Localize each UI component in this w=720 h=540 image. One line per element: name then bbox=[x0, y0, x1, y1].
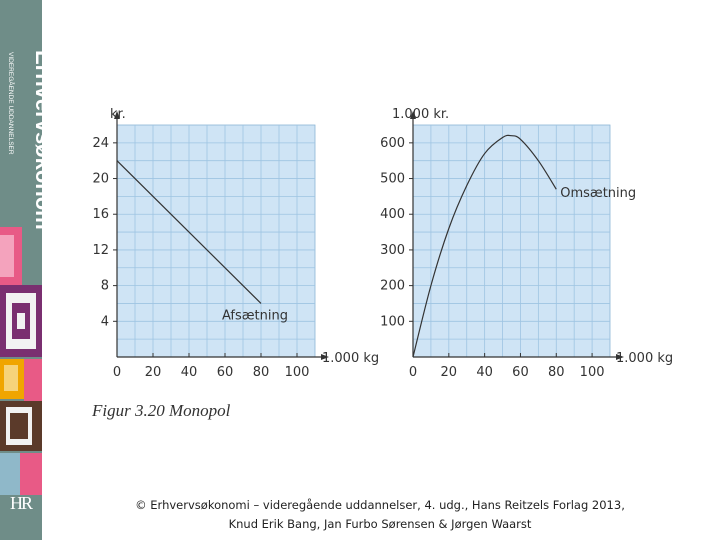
y-tick-label: 100 bbox=[380, 314, 405, 329]
y-tick-label: 24 bbox=[92, 136, 109, 151]
x-axis-label: 1.000 kg bbox=[616, 351, 673, 366]
y-tick-label: 200 bbox=[380, 279, 405, 294]
plot-area bbox=[116, 124, 316, 358]
x-tick-label: 100 bbox=[285, 365, 310, 380]
sidebar: Erhvervsøkonomi VIDEREGÅENDE UDDANNELSER… bbox=[0, 0, 42, 540]
x-tick-label: 60 bbox=[217, 365, 234, 380]
x-axis-arrow bbox=[616, 354, 624, 360]
series-label: Afsætning bbox=[222, 308, 288, 323]
brand-title-text: Erhvervsøkonomi bbox=[31, 50, 42, 230]
x-tick-label: 100 bbox=[580, 365, 605, 380]
y-axis-arrow bbox=[410, 111, 416, 119]
brand-title: Erhvervsøkonomi VIDEREGÅENDE UDDANNELSER bbox=[0, 0, 42, 230]
y-axis-label: kr. bbox=[110, 107, 126, 122]
y-axis-label: 1.000 kr. bbox=[392, 107, 449, 122]
plot-area bbox=[412, 124, 611, 358]
y-axis-arrow bbox=[114, 111, 120, 119]
x-tick-label: 0 bbox=[113, 365, 121, 380]
y-tick-label: 8 bbox=[101, 279, 109, 294]
chart-afsaetning: 0 20 40 60 80 100 4 8 12 16 20 24 kr. 1.000 kg Afs… bbox=[92, 107, 378, 380]
y-tick-label: 600 bbox=[380, 136, 405, 151]
x-tick-label: 40 bbox=[181, 365, 198, 380]
series-line bbox=[116, 160, 262, 304]
y-tick-label: 16 bbox=[92, 207, 109, 222]
y-tick-label: 500 bbox=[380, 172, 405, 187]
x-tick-label: 60 bbox=[512, 365, 529, 380]
x-tick-label: 80 bbox=[548, 365, 565, 380]
publisher-logo: HR bbox=[10, 493, 33, 513]
series-label: Omsætning bbox=[560, 186, 636, 201]
x-axis-label: 1.000 kg bbox=[322, 351, 378, 366]
y-tick-label: 12 bbox=[92, 243, 109, 258]
brand-subtitle: VIDEREGÅENDE UDDANNELSER bbox=[7, 52, 16, 155]
figure-caption: Figur 3.20 Monopol bbox=[92, 401, 231, 420]
authors-line: Knud Erik Bang, Jan Furbo Sørensen & Jør… bbox=[228, 517, 532, 531]
x-tick-label: 20 bbox=[145, 365, 162, 380]
decorative-pattern bbox=[0, 227, 42, 495]
y-tick-label: 4 bbox=[101, 314, 109, 329]
x-axis-arrow bbox=[321, 354, 329, 360]
y-tick-label: 20 bbox=[92, 172, 109, 187]
x-tick-label: 80 bbox=[253, 365, 270, 380]
x-tick-label: 0 bbox=[409, 365, 417, 380]
chart-omsaetning: 0 20 40 60 80 100 100 200 300 400 500 600 1.000 kr… bbox=[380, 107, 673, 380]
y-tick-label: 400 bbox=[380, 207, 405, 222]
y-tick-label: 300 bbox=[380, 243, 405, 258]
x-tick-label: 40 bbox=[476, 365, 493, 380]
copyright-line: © Erhvervsøkonomi – videregående uddanne… bbox=[135, 498, 625, 512]
x-tick-label: 20 bbox=[441, 365, 458, 380]
series-line bbox=[412, 134, 557, 358]
